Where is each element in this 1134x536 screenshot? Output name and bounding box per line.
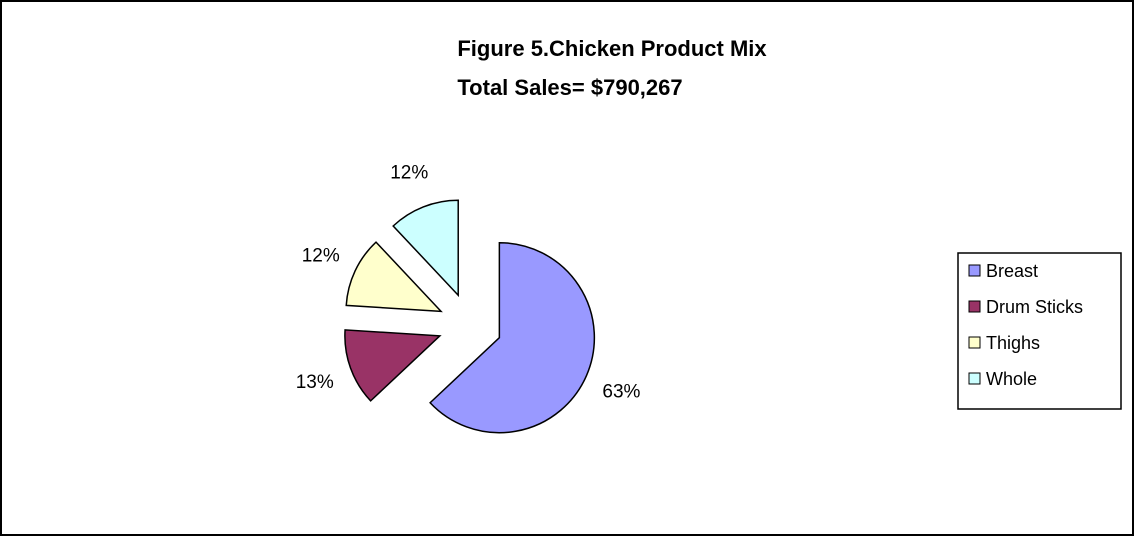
legend-swatch-breast — [968, 264, 981, 277]
legend-swatch-thighs — [968, 336, 981, 349]
pie-slice-drum-sticks — [344, 329, 442, 402]
slice-labels: 63% 13% 12% 12% — [296, 163, 641, 403]
pie-slice-thighs — [345, 241, 443, 313]
legend-label-thighs: Thighs — [986, 333, 1040, 353]
pie-slices — [344, 199, 596, 434]
legend-label-drum-sticks: Drum Sticks — [986, 297, 1083, 317]
legend: Breast Drum Sticks Thighs Whole — [957, 252, 1122, 410]
pie-slice-whole — [392, 199, 459, 298]
slice-label-drum-sticks: 13% — [296, 372, 334, 393]
legend-label-whole: Whole — [986, 369, 1037, 389]
slice-label-whole: 12% — [390, 163, 428, 184]
legend-swatch-drum-sticks — [968, 300, 981, 313]
legend-swatch-whole — [968, 372, 981, 385]
pie-slice-breast — [429, 241, 596, 434]
slice-label-breast: 63% — [602, 382, 640, 403]
chart-title: Figure 5.Chicken Product Mix — [457, 36, 767, 61]
legend-label-breast: Breast — [986, 261, 1038, 281]
chart-subtitle: Total Sales= $790,267 — [457, 75, 682, 100]
legend-box — [957, 252, 1122, 410]
slice-label-thighs: 12% — [302, 246, 340, 267]
